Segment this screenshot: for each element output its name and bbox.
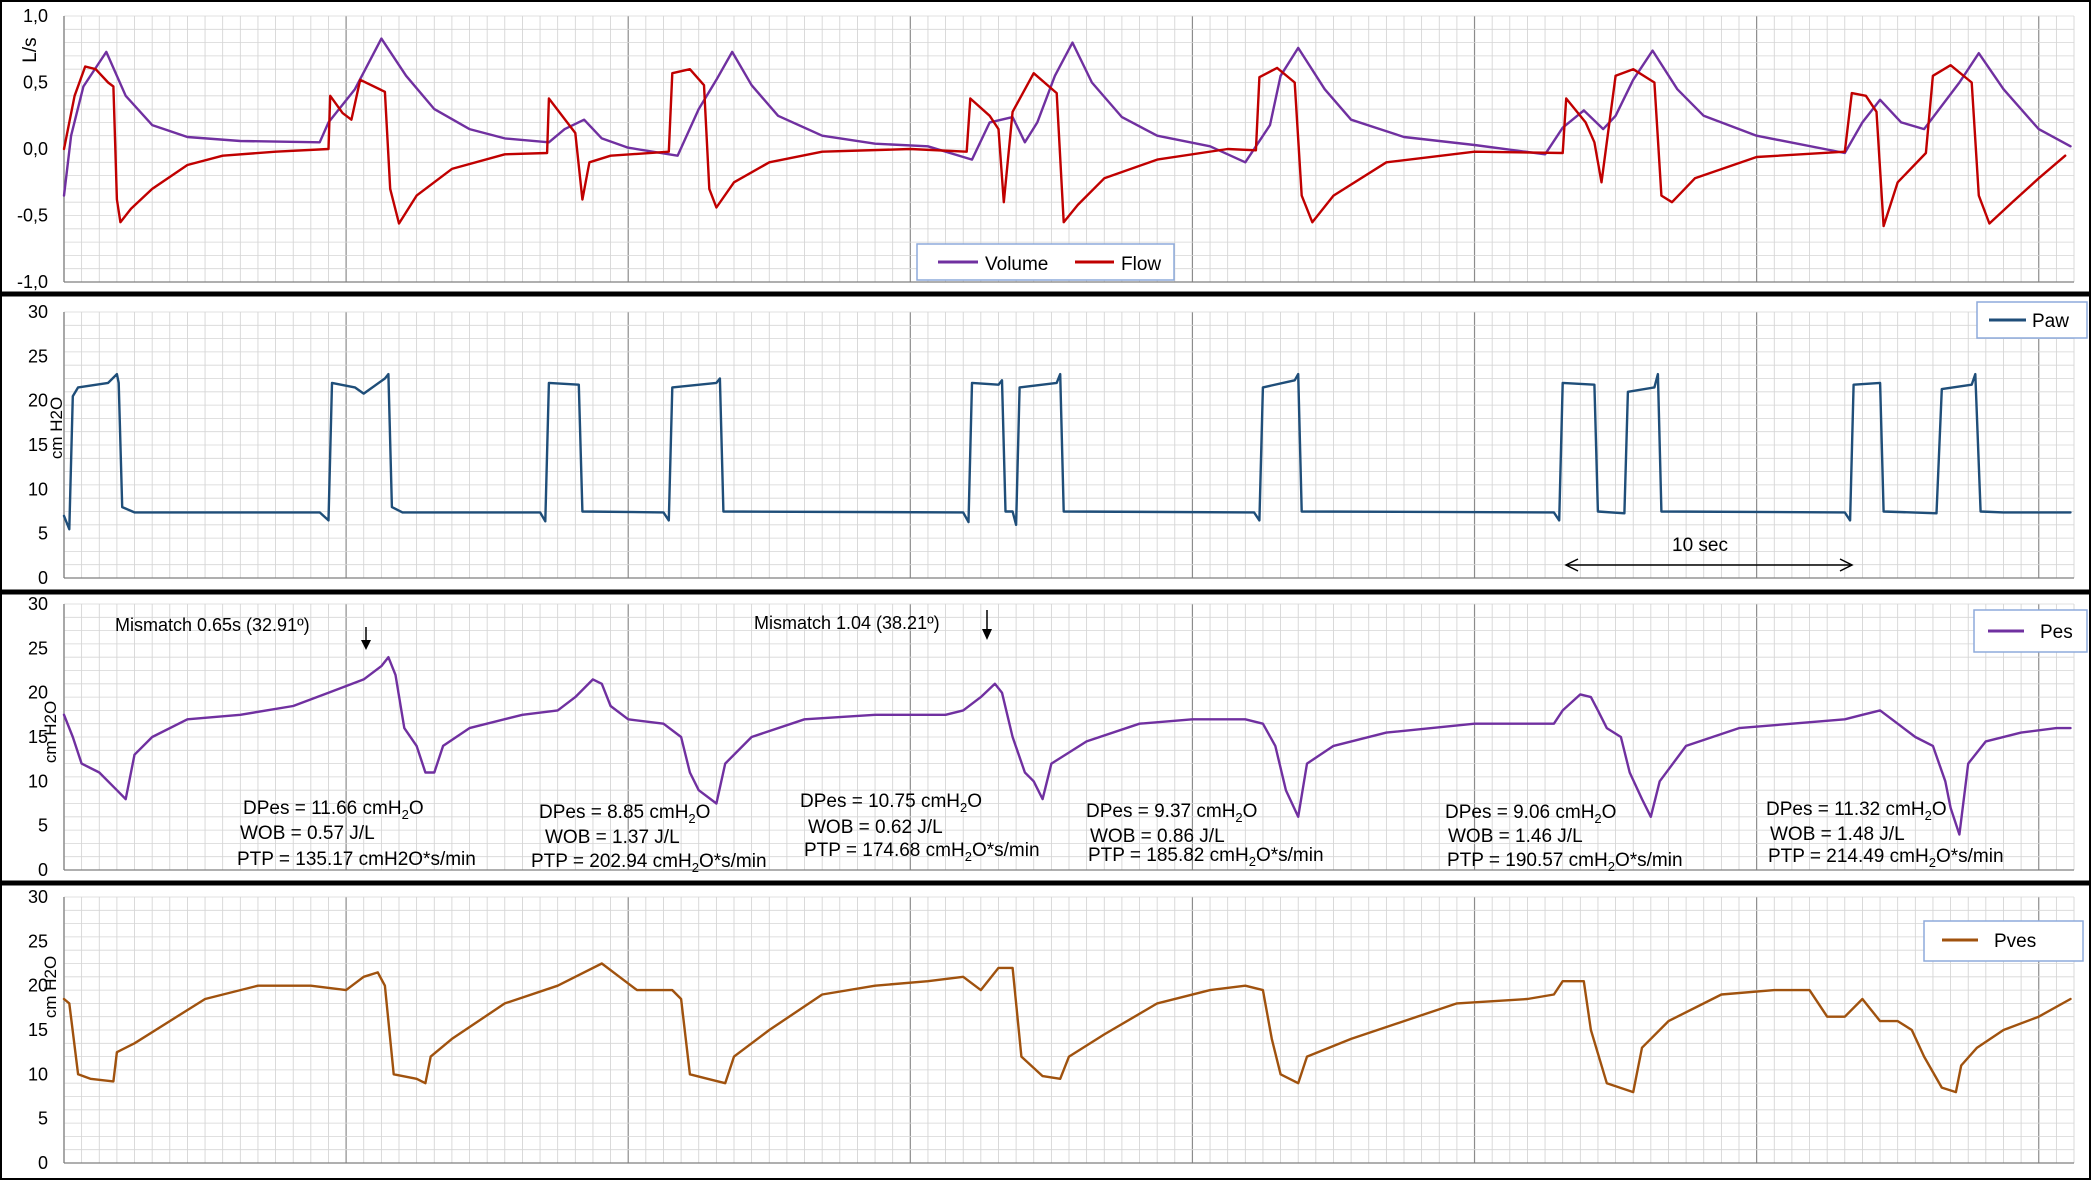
legend: Volume Flow [916, 243, 1175, 281]
dpes-value: DPes = 9.37 cmH2O [1086, 801, 1257, 825]
ptp-value: PTP = 185.82 cmH2O*s/min [1088, 845, 1324, 869]
grid [63, 603, 2075, 871]
y-tick-label: 10 [28, 1064, 48, 1084]
y-tick-label: 25 [28, 931, 48, 951]
y-tick-label: 15 [28, 1020, 48, 1040]
y-tick-label: 5 [38, 816, 48, 836]
series-layer [62, 372, 2072, 531]
breath-stats-4: DPes = 9.37 cmH2O WOB = 0.86 J/L PTP = 1… [1086, 801, 1324, 869]
y-tick-labels: 30 25 20 15 10 5 0 [28, 594, 48, 880]
y-tick-label: 5 [38, 524, 48, 544]
y-tick-labels: 30 25 20 15 10 5 0 [28, 887, 48, 1173]
series-layer [62, 37, 2072, 228]
y-tick-label: 15 [28, 435, 48, 455]
y-tick-label: 0 [38, 860, 48, 880]
wob-value: WOB = 0.57 J/L [240, 823, 375, 844]
series-line-pves [62, 962, 2072, 1094]
legend: Pves [1923, 920, 2084, 962]
y-tick-label: 20 [28, 976, 48, 996]
legend: Paw [1976, 301, 2088, 339]
breath-stats-6: DPes = 11.32 cmH2O WOB = 1.48 J/L PTP = … [1766, 799, 2004, 870]
y-axis-label: cm H2O [41, 701, 60, 763]
y-tick-label: -0,5 [17, 206, 48, 226]
y-tick-label: 10 [28, 479, 48, 499]
legend: Pes [1973, 609, 2088, 653]
grid [63, 896, 2075, 1164]
y-tick-label: 5 [38, 1109, 48, 1129]
y-tick-label: 0 [38, 568, 48, 588]
mismatch-arrow-2-head [982, 629, 992, 640]
scale-bar-arrow-left [1564, 558, 1579, 572]
ten-second-scale-bar: 10 sec [1564, 535, 1854, 572]
series-line-paw [62, 372, 2072, 531]
y-tick-label: 0,0 [23, 139, 48, 159]
mismatch-annotation-1: Mismatch 0.65s (32.91º) [115, 615, 371, 650]
mismatch-label-1: Mismatch 0.65s (32.91º) [115, 615, 310, 635]
panel-pves: 30 25 20 15 10 5 0 cm H2O Pves [28, 887, 2084, 1173]
y-tick-label: 10 [28, 771, 48, 791]
y-tick-labels: 1,0 0,5 0,0 -0,5 -1,0 [17, 6, 48, 292]
mismatch-arrow-1-head [361, 640, 371, 650]
panel-pes: 30 25 20 15 10 5 0 cm H2O Pes Mismatch 0.65s (… [28, 594, 2088, 880]
series-line-flow [62, 64, 2067, 228]
panel-paw: 30 25 20 15 10 5 0 cm H2O Paw 10 sec [28, 301, 2088, 588]
y-tick-labels: 30 25 20 15 10 5 0 [28, 302, 48, 588]
ptp-value: PTP = 190.57 cmH2O*s/min [1447, 850, 1683, 874]
y-axis-label: cm H2O [41, 956, 60, 1018]
y-tick-label: 25 [28, 638, 48, 658]
y-tick-label: 30 [28, 887, 48, 907]
wob-value: WOB = 1.46 J/L [1448, 826, 1583, 847]
legend-label-flow: Flow [1121, 254, 1161, 275]
ptp-value: PTP = 202.94 cmH2O*s/min [531, 851, 767, 875]
series-line-pes [62, 656, 2072, 836]
wob-value: WOB = 1.37 J/L [545, 827, 680, 848]
y-tick-label: 20 [28, 683, 48, 703]
y-axis-label: cm H2O [47, 397, 66, 459]
ptp-value: PTP = 135.17 cmH2O*s/min [237, 849, 476, 870]
grid [63, 311, 2075, 579]
breath-stats-2: DPes = 8.85 cmH2O WOB = 1.37 J/L PTP = 2… [531, 802, 767, 875]
scale-bar-label: 10 sec [1672, 535, 1728, 556]
grid [63, 15, 2075, 283]
mismatch-label-2: Mismatch 1.04 (38.21º) [754, 613, 940, 633]
breath-stats-5: DPes = 9.06 cmH2O WOB = 1.46 J/L PTP = 1… [1445, 802, 1683, 874]
dpes-value: DPes = 9.06 cmH2O [1445, 802, 1616, 826]
panel-volume-flow: 1,0 0,5 0,0 -0,5 -1,0 L/s Volume Flow [17, 6, 2075, 292]
y-tick-label: 20 [28, 391, 48, 411]
wob-value: WOB = 1.48 J/L [1770, 824, 1905, 845]
legend-label-volume: Volume [985, 254, 1048, 275]
legend-label-paw: Paw [2032, 311, 2069, 332]
dpes-value: DPes = 10.75 cmH2O [800, 791, 982, 815]
y-tick-label: 30 [28, 594, 48, 614]
legend-label-pves: Pves [1994, 931, 2036, 952]
series-layer [62, 962, 2072, 1094]
y-tick-label: -1,0 [17, 272, 48, 292]
ptp-value: PTP = 174.68 cmH2O*s/min [804, 840, 1040, 864]
y-tick-label: 1,0 [23, 6, 48, 26]
y-tick-label: 0 [38, 1153, 48, 1173]
dpes-value: DPes = 11.66 cmH2O [243, 798, 424, 822]
y-tick-label: 25 [28, 346, 48, 366]
series-line-volume [62, 37, 2072, 197]
y-tick-label: 0,5 [23, 73, 48, 93]
y-tick-label: 30 [28, 302, 48, 322]
wob-value: WOB = 0.86 J/L [1090, 826, 1225, 847]
breath-stats-1: DPes = 11.66 cmH2O WOB = 0.57 J/L PTP = … [237, 798, 476, 870]
y-axis-label: L/s [20, 37, 41, 62]
legend-label-pes: Pes [2040, 622, 2073, 643]
breath-stats-3: DPes = 10.75 cmH2O WOB = 0.62 J/L PTP = … [800, 791, 1040, 864]
dpes-value: DPes = 8.85 cmH2O [539, 802, 710, 826]
y-tick-label: 15 [28, 727, 48, 747]
scale-bar-arrow-right [1839, 558, 1854, 572]
mismatch-annotation-2: Mismatch 1.04 (38.21º) [754, 610, 992, 640]
dpes-value: DPes = 11.32 cmH2O [1766, 799, 1947, 823]
series-layer [62, 656, 2072, 836]
ptp-value: PTP = 214.49 cmH2O*s/min [1768, 846, 2004, 870]
wob-value: WOB = 0.62 J/L [808, 817, 943, 838]
